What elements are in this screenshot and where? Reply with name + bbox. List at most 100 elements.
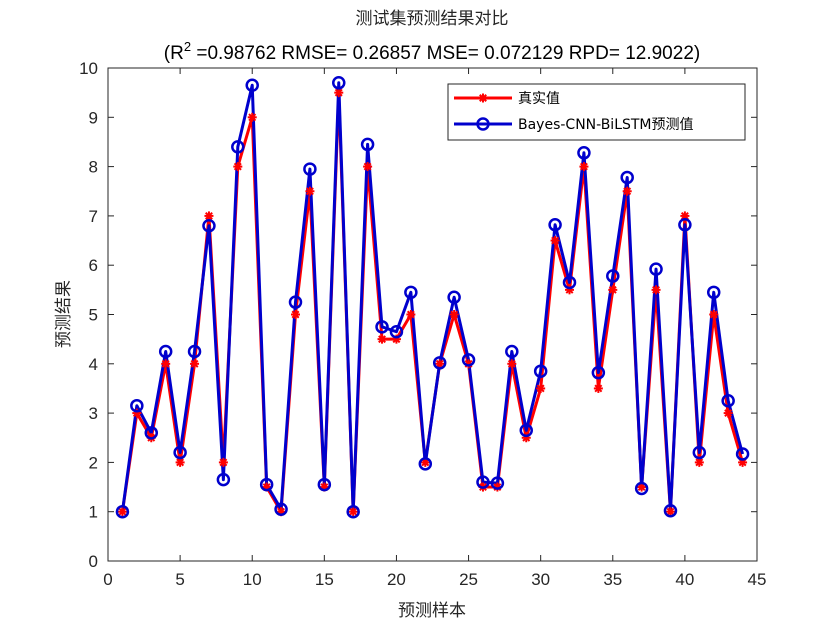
legend: 真实值 Bayes-CNN-BiLSTM预测值 [447,83,746,141]
data-point-predicted [274,502,288,516]
data-point-predicted [303,162,317,176]
legend-box [447,83,746,141]
y-axis-label: 预测结果 [54,280,74,348]
data-point-predicted [259,477,274,492]
data-point-predicted [447,290,461,304]
y-tick-label: 7 [89,207,98,226]
data-point-actual [709,310,719,319]
data-point-predicted [490,476,505,490]
data-point-predicted [360,137,375,152]
y-tick-label: 2 [89,453,98,472]
data-point-predicted [332,76,346,90]
data-point-predicted [721,394,735,408]
data-point-predicted [187,344,202,359]
data-point-predicted [317,477,332,492]
data-point-actual [694,457,704,467]
data-point-predicted [375,320,389,334]
data-point-predicted [620,170,634,185]
data-point-predicted [130,398,144,413]
x-tick-label: 35 [603,570,622,589]
data-point-predicted [432,356,447,370]
x-tick-label: 30 [531,570,550,589]
data-point-actual [348,507,358,517]
y-tick-label: 10 [79,59,98,78]
data-point-actual [305,186,315,196]
data-point-predicted [418,457,433,471]
x-tick-label: 45 [748,570,767,589]
data-point-predicted [591,365,606,380]
data-point-predicted [173,445,187,460]
legend-asterisk [478,93,488,103]
data-point-predicted [706,285,721,300]
x-tick-label: 20 [387,570,406,589]
data-point-actual [218,457,228,467]
data-point-actual [377,334,387,344]
y-tick-label: 6 [89,256,98,275]
legend-label-predicted: Bayes-CNN-BiLSTM预测值 [518,117,694,133]
data-point-predicted [476,475,490,489]
subtitle-superscript: 2 [184,39,191,54]
data-point-predicted [144,426,159,440]
data-point-predicted [346,504,360,519]
legend-marker-actual [478,93,488,103]
data-point-predicted [505,344,519,359]
data-point-actual [550,236,560,246]
subtitle-suffix: =0.98762 RMSE= 0.26857 MSE= 0.072129 RPD… [191,43,700,64]
data-point-actual [507,359,517,369]
data-point-actual [680,211,690,221]
data-point-predicted [678,218,692,232]
data-point-predicted [649,262,663,276]
x-tick-label: 15 [315,570,334,589]
data-point-actual [406,310,416,319]
x-tick-label: 10 [243,570,262,589]
data-point-actual [536,383,546,393]
data-point-actual [204,211,214,221]
data-point-predicted [634,481,649,496]
legend-label-actual: 真实值 [518,91,560,107]
data-point-predicted [231,140,245,154]
data-point-predicted [158,344,173,359]
data-point-actual [449,310,459,319]
data-point-actual [593,383,603,393]
y-tick-label: 8 [89,158,98,177]
data-point-predicted [389,325,404,339]
chart-subtitle: (R2 =0.98762 RMSE= 0.26857 MSE= 0.072129… [164,39,700,64]
data-point-predicted [216,472,231,487]
data-point-actual [190,359,200,369]
data-point-predicted [461,353,476,367]
x-tick-label: 25 [459,570,478,589]
data-point-predicted [519,423,533,438]
data-point-predicted [692,445,707,460]
x-tick-label: 0 [103,570,112,589]
data-point-predicted [288,295,303,309]
y-tick-label: 0 [89,552,98,571]
data-point-predicted [562,275,577,290]
data-point-actual [420,457,430,467]
data-point-predicted [115,504,130,519]
data-point-actual [435,359,445,369]
data-point-actual [579,162,589,172]
data-point-predicted [202,219,216,233]
data-point-actual [723,408,733,418]
data-point-actual [334,88,344,98]
x-tick-label: 40 [675,570,694,589]
data-point-actual [290,310,300,319]
data-point-actual [608,285,618,295]
data-point-predicted [548,218,562,232]
y-tick-label: 4 [89,355,98,374]
data-point-predicted [606,269,620,283]
data-point-actual [622,186,632,196]
data-point-predicted [404,285,418,300]
data-point-predicted [735,447,750,461]
data-point-predicted [245,78,259,93]
data-point-actual [363,162,373,172]
data-point-actual [117,507,127,517]
subtitle-prefix: (R [164,43,184,64]
x-axis-label: 预测样本 [398,601,466,621]
chart-title: 测试集预测结果对比 [356,9,509,29]
data-point-actual [175,457,185,467]
data-point-actual [665,507,675,517]
data-point-actual [233,162,243,172]
data-point-actual [651,285,661,295]
